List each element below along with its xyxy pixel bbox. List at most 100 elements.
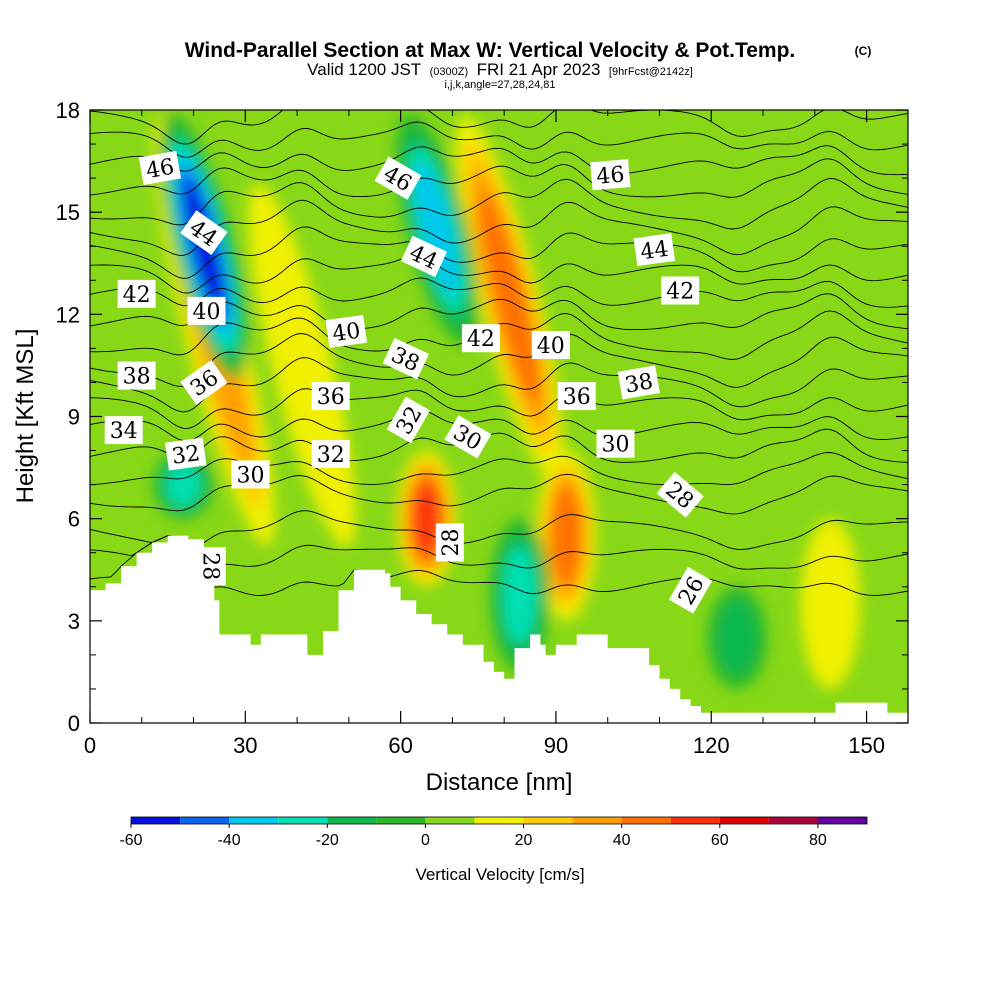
colorbar-swatch xyxy=(376,817,426,824)
isentrope-39 xyxy=(90,255,908,294)
contour-label-14: 36 xyxy=(311,382,350,411)
contour-label-box xyxy=(311,440,350,468)
contour-label-9: 28 xyxy=(197,547,226,586)
y-tick-label: 9 xyxy=(68,405,80,430)
contour-label-box xyxy=(104,416,143,445)
grid-indices: i,j,k,angle=27,28,24,81 xyxy=(444,79,555,91)
contour-label-text: 28 xyxy=(198,552,223,580)
contour-label-text: 32 xyxy=(317,443,345,468)
x-tick-label: 60 xyxy=(388,733,412,758)
isentrope-26 xyxy=(90,535,908,596)
isentrope-44 xyxy=(90,145,908,176)
isentrope-37 xyxy=(90,293,908,331)
contour-label-16: 32 xyxy=(311,440,350,468)
isentrope-42 xyxy=(90,177,908,230)
contour-label-text: 36 xyxy=(317,385,345,410)
theta-contours xyxy=(90,110,908,596)
contour-label-box xyxy=(165,437,207,471)
isentrope-28 xyxy=(90,510,908,550)
copyright-mark: (C) xyxy=(855,44,872,58)
colorbar-tick-label: -40 xyxy=(218,832,241,849)
contour-label-text: 34 xyxy=(110,419,138,444)
colorbar-swatch xyxy=(180,817,230,824)
downdraft-core-4 xyxy=(716,599,758,677)
contour-label-text: 40 xyxy=(331,319,362,348)
contour-label-13: 38 xyxy=(382,337,429,380)
colorbar-swatch xyxy=(229,817,279,824)
contour-label-box xyxy=(231,460,270,489)
contour-label-text: 30 xyxy=(602,433,630,458)
isentrope-36 xyxy=(90,310,908,360)
colorbar-swatch xyxy=(523,817,573,824)
contour-label-box xyxy=(668,566,713,614)
isentrope-33 xyxy=(90,388,908,429)
contour-label-24: 44 xyxy=(633,233,676,267)
isentrope-34 xyxy=(90,357,908,413)
x-axis: 0 30 60 90 120 150 xyxy=(84,110,885,758)
contour-label-text: 44 xyxy=(639,237,670,266)
x-axis-label: Distance [nm] xyxy=(426,769,573,796)
contour-label-box xyxy=(435,523,464,562)
contour-label-20: 40 xyxy=(531,331,570,359)
contour-label-text: 32 xyxy=(170,441,201,470)
contour-label-box xyxy=(661,276,700,305)
colorbar-swatch xyxy=(131,817,181,824)
colorbar-label: Vertical Velocity [cm/s] xyxy=(415,865,584,884)
x-tick-label: 30 xyxy=(233,733,257,758)
contour-label-box xyxy=(374,156,422,200)
isentrope-38 xyxy=(90,277,908,308)
colorbar-tick-label: 20 xyxy=(515,832,533,849)
contour-label-7: 32 xyxy=(165,437,207,471)
contour-label-text: 38 xyxy=(623,369,655,398)
contour-label-1: 44 xyxy=(180,210,228,255)
isentrope-31 xyxy=(90,428,908,463)
contour-label-text: 40 xyxy=(537,334,565,359)
contour-label-box xyxy=(444,415,492,459)
contour-label-text: 36 xyxy=(563,385,591,410)
contour-label-box xyxy=(590,159,631,191)
contour-label-box xyxy=(180,360,228,405)
colorbar-tick-label: 0 xyxy=(421,832,430,849)
contour-label-box xyxy=(461,324,500,353)
downdraft-core-2 xyxy=(503,546,537,645)
contour-label-text: 40 xyxy=(193,300,221,325)
isentrope-35 xyxy=(90,333,908,388)
x-tick-label: 0 xyxy=(84,733,96,758)
valid-date: FRI 21 Apr 2023 xyxy=(477,60,601,79)
contour-label-text: 46 xyxy=(144,155,176,184)
colorbar: -60 -40 -20 0 20 40 60 80 xyxy=(119,816,868,849)
contour-label-2: 42 xyxy=(117,279,156,308)
contour-label-box xyxy=(656,471,704,518)
colorbar-swatch xyxy=(817,817,867,824)
colorbar-swatch xyxy=(768,817,818,824)
isentrope-29 xyxy=(90,473,908,515)
y-tick-label: 12 xyxy=(56,302,80,327)
contour-label-22: 30 xyxy=(596,429,635,458)
colorbar-swatch xyxy=(425,817,475,824)
contour-label-text: 42 xyxy=(666,280,694,305)
contour-label-box xyxy=(325,314,368,348)
vertical-velocity-field xyxy=(90,110,908,723)
colorbar-tick-label: 60 xyxy=(711,832,729,849)
contour-label-box xyxy=(138,150,182,185)
valid-time-line: Valid 1200 JST (0300Z) FRI 21 Apr 2023 [… xyxy=(307,60,693,79)
contour-label-box xyxy=(197,547,226,586)
y-tick-label: 6 xyxy=(68,507,80,532)
forecast-info: [9hrFcst@2142z] xyxy=(609,66,693,78)
colorbar-tick-label: -20 xyxy=(316,832,339,849)
y-axis-label: Height [Kft MSL] xyxy=(12,329,39,504)
contour-label-box xyxy=(633,233,676,267)
valid-utc: (0300Z) xyxy=(430,66,469,78)
updraft-core-2 xyxy=(413,482,440,556)
contour-label-3: 40 xyxy=(187,296,226,325)
contour-label-19: 42 xyxy=(461,324,500,353)
updraft-core-3 xyxy=(479,192,539,403)
contour-label-text: 42 xyxy=(123,283,151,308)
colorbar-tick-label: 40 xyxy=(613,832,631,849)
contour-label-box xyxy=(557,382,596,411)
x-tick-label: 120 xyxy=(693,733,730,758)
contour-label-text: 38 xyxy=(123,365,151,390)
contour-label-box xyxy=(386,396,431,444)
